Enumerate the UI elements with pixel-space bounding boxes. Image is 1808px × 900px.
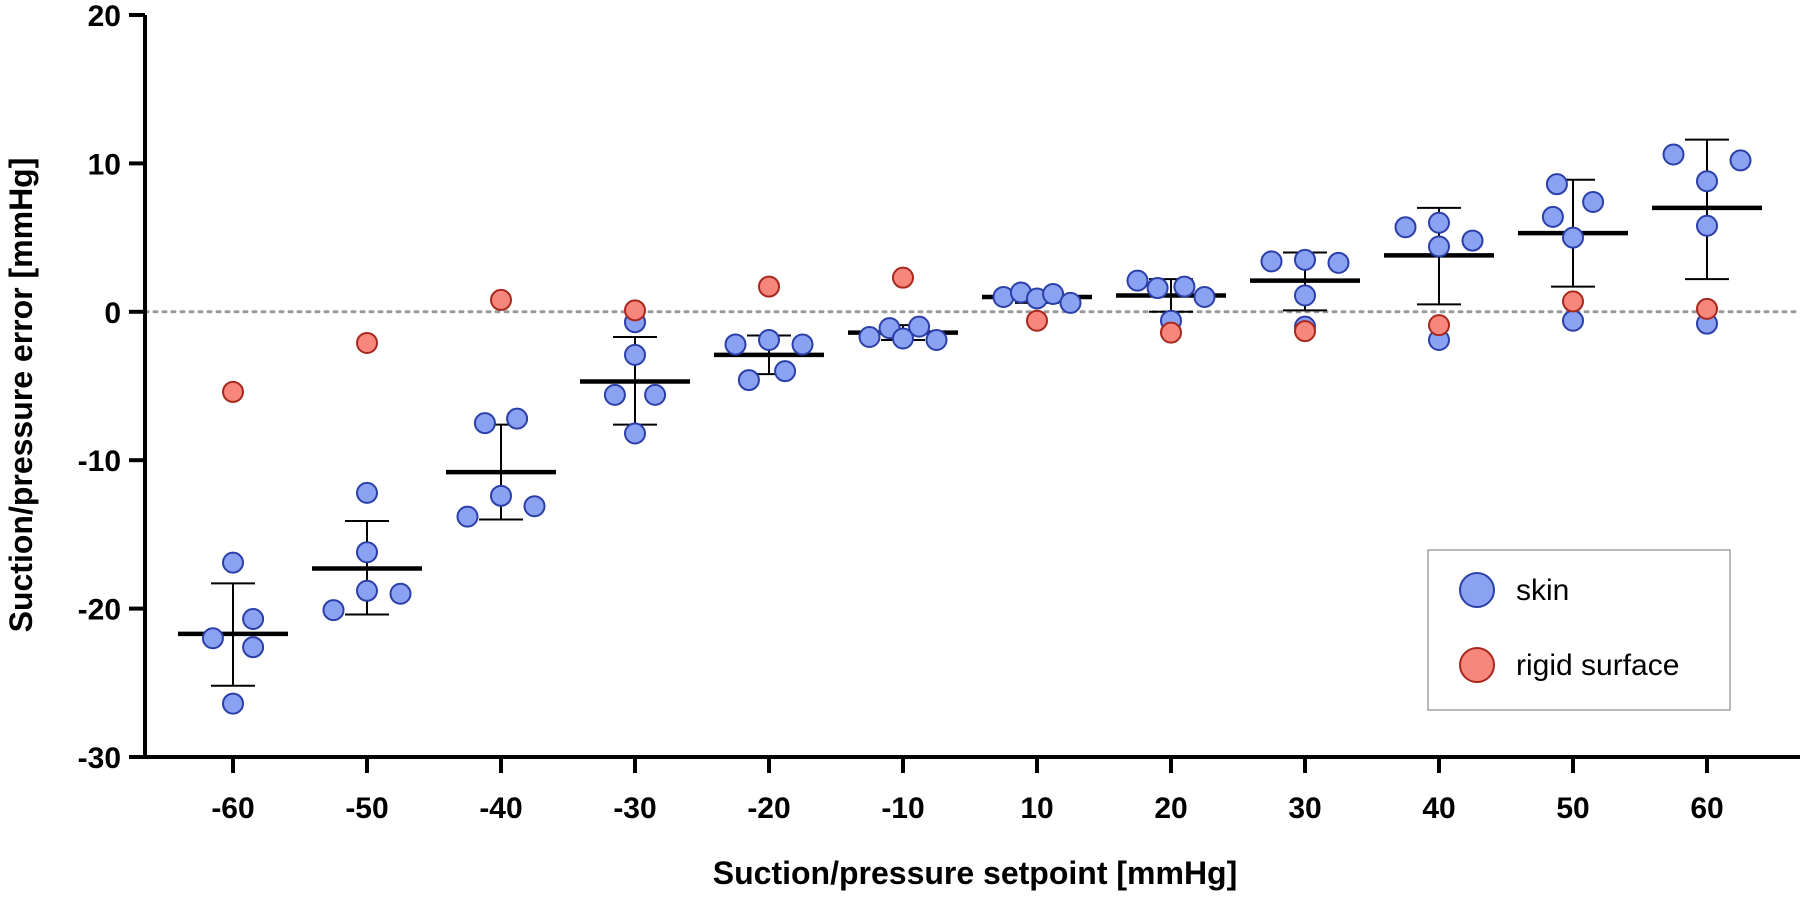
skin-point	[322, 599, 345, 622]
skin-point	[1662, 143, 1685, 166]
skin-point	[1260, 250, 1283, 273]
skin-point	[356, 481, 378, 504]
skin-point	[222, 692, 244, 715]
x-tick-label: 10	[1020, 792, 1053, 825]
rigid-surface-point	[1562, 290, 1584, 313]
x-tick-label: -20	[747, 792, 790, 825]
rigid-surface-point	[1160, 321, 1182, 344]
skin-point	[1696, 170, 1718, 193]
skin-point	[1059, 291, 1082, 314]
skin-point	[1173, 275, 1196, 298]
x-axis-title: Suction/pressure setpoint [mmHg]	[713, 855, 1238, 891]
skin-point	[242, 607, 265, 630]
legend: skin rigid surface	[1427, 549, 1731, 711]
skin-point	[1461, 229, 1484, 252]
axes-layer: 20 10 0 -10 -20 -30 -60 -50 -40 -30 -20 -10 10 20 30 40…	[78, 0, 1800, 825]
skin-point	[490, 484, 512, 507]
x-tick-label: -50	[345, 792, 388, 825]
y-axis-title: Suction/pressure error [mmHg]	[3, 158, 39, 633]
skin-point	[222, 551, 244, 574]
skin-point	[473, 412, 496, 435]
skin-point	[791, 333, 814, 356]
skin-point	[624, 422, 646, 445]
rigid-surface-point	[758, 275, 780, 298]
skin-point	[1294, 248, 1316, 271]
skin-point	[356, 579, 378, 602]
skin-point	[925, 328, 948, 351]
skin-point	[1146, 277, 1169, 300]
skin-point	[242, 636, 265, 659]
skin-point	[624, 343, 646, 366]
legend-label-rigid-surface: rigid surface	[1516, 649, 1679, 682]
points-layer	[201, 143, 1752, 715]
skin-point	[1428, 211, 1450, 234]
skin-point	[1193, 285, 1216, 308]
skin-point	[892, 327, 914, 350]
skin-point	[758, 328, 780, 351]
skin-point	[1562, 309, 1584, 332]
rigid-surface-point	[1696, 297, 1718, 320]
skin-point	[523, 495, 546, 518]
legend-label-skin: skin	[1516, 574, 1569, 607]
y-tick-label: -30	[78, 742, 121, 775]
x-tick-label: -60	[211, 792, 254, 825]
rigid-surface-point	[624, 299, 646, 322]
rigid-surface-point	[356, 331, 378, 354]
skin-point	[1428, 235, 1450, 258]
skin-point	[1541, 205, 1564, 228]
skin-point	[1327, 251, 1350, 274]
skin-point	[1545, 173, 1568, 196]
skin-point	[724, 333, 747, 356]
x-tick-label: 20	[1154, 792, 1187, 825]
y-tick-label: -20	[78, 594, 121, 627]
rigid-surface-point	[222, 380, 244, 403]
skin-point	[356, 541, 378, 564]
y-tick-label: 20	[88, 0, 121, 33]
skin-point	[737, 369, 760, 392]
rigid-surface-point	[1428, 314, 1450, 337]
legend-marker-rigid-surface	[1459, 647, 1495, 683]
skin-point	[1582, 190, 1605, 213]
skin-point	[1042, 282, 1065, 305]
x-tick-label: 60	[1690, 792, 1723, 825]
y-tick-label: 10	[88, 148, 121, 181]
skin-point	[1394, 216, 1417, 239]
y-tick-label: 0	[104, 297, 121, 330]
x-tick-label: -30	[613, 792, 656, 825]
skin-point	[603, 383, 626, 406]
skin-point	[456, 505, 479, 528]
skin-point	[858, 326, 881, 349]
x-tick-label: 50	[1556, 792, 1589, 825]
skin-point	[1294, 284, 1316, 307]
rigid-surface-point	[892, 266, 914, 289]
skin-point	[201, 627, 224, 650]
y-tick-label: -10	[78, 445, 121, 478]
skin-point	[774, 360, 797, 383]
skin-point	[506, 407, 529, 430]
skin-point	[1729, 149, 1752, 172]
x-tick-label: 40	[1422, 792, 1455, 825]
rigid-surface-point	[1026, 309, 1048, 332]
skin-point	[1562, 226, 1584, 249]
skin-point	[389, 582, 412, 605]
skin-point	[908, 315, 931, 338]
legend-marker-skin	[1459, 572, 1495, 608]
x-tick-label: 30	[1288, 792, 1321, 825]
skin-point	[644, 383, 667, 406]
x-tick-label: -40	[479, 792, 522, 825]
rigid-surface-point	[490, 288, 512, 311]
skin-point	[1696, 214, 1718, 237]
rigid-surface-point	[1294, 320, 1316, 343]
x-tick-label: -10	[881, 792, 924, 825]
skin-point	[1126, 269, 1149, 292]
